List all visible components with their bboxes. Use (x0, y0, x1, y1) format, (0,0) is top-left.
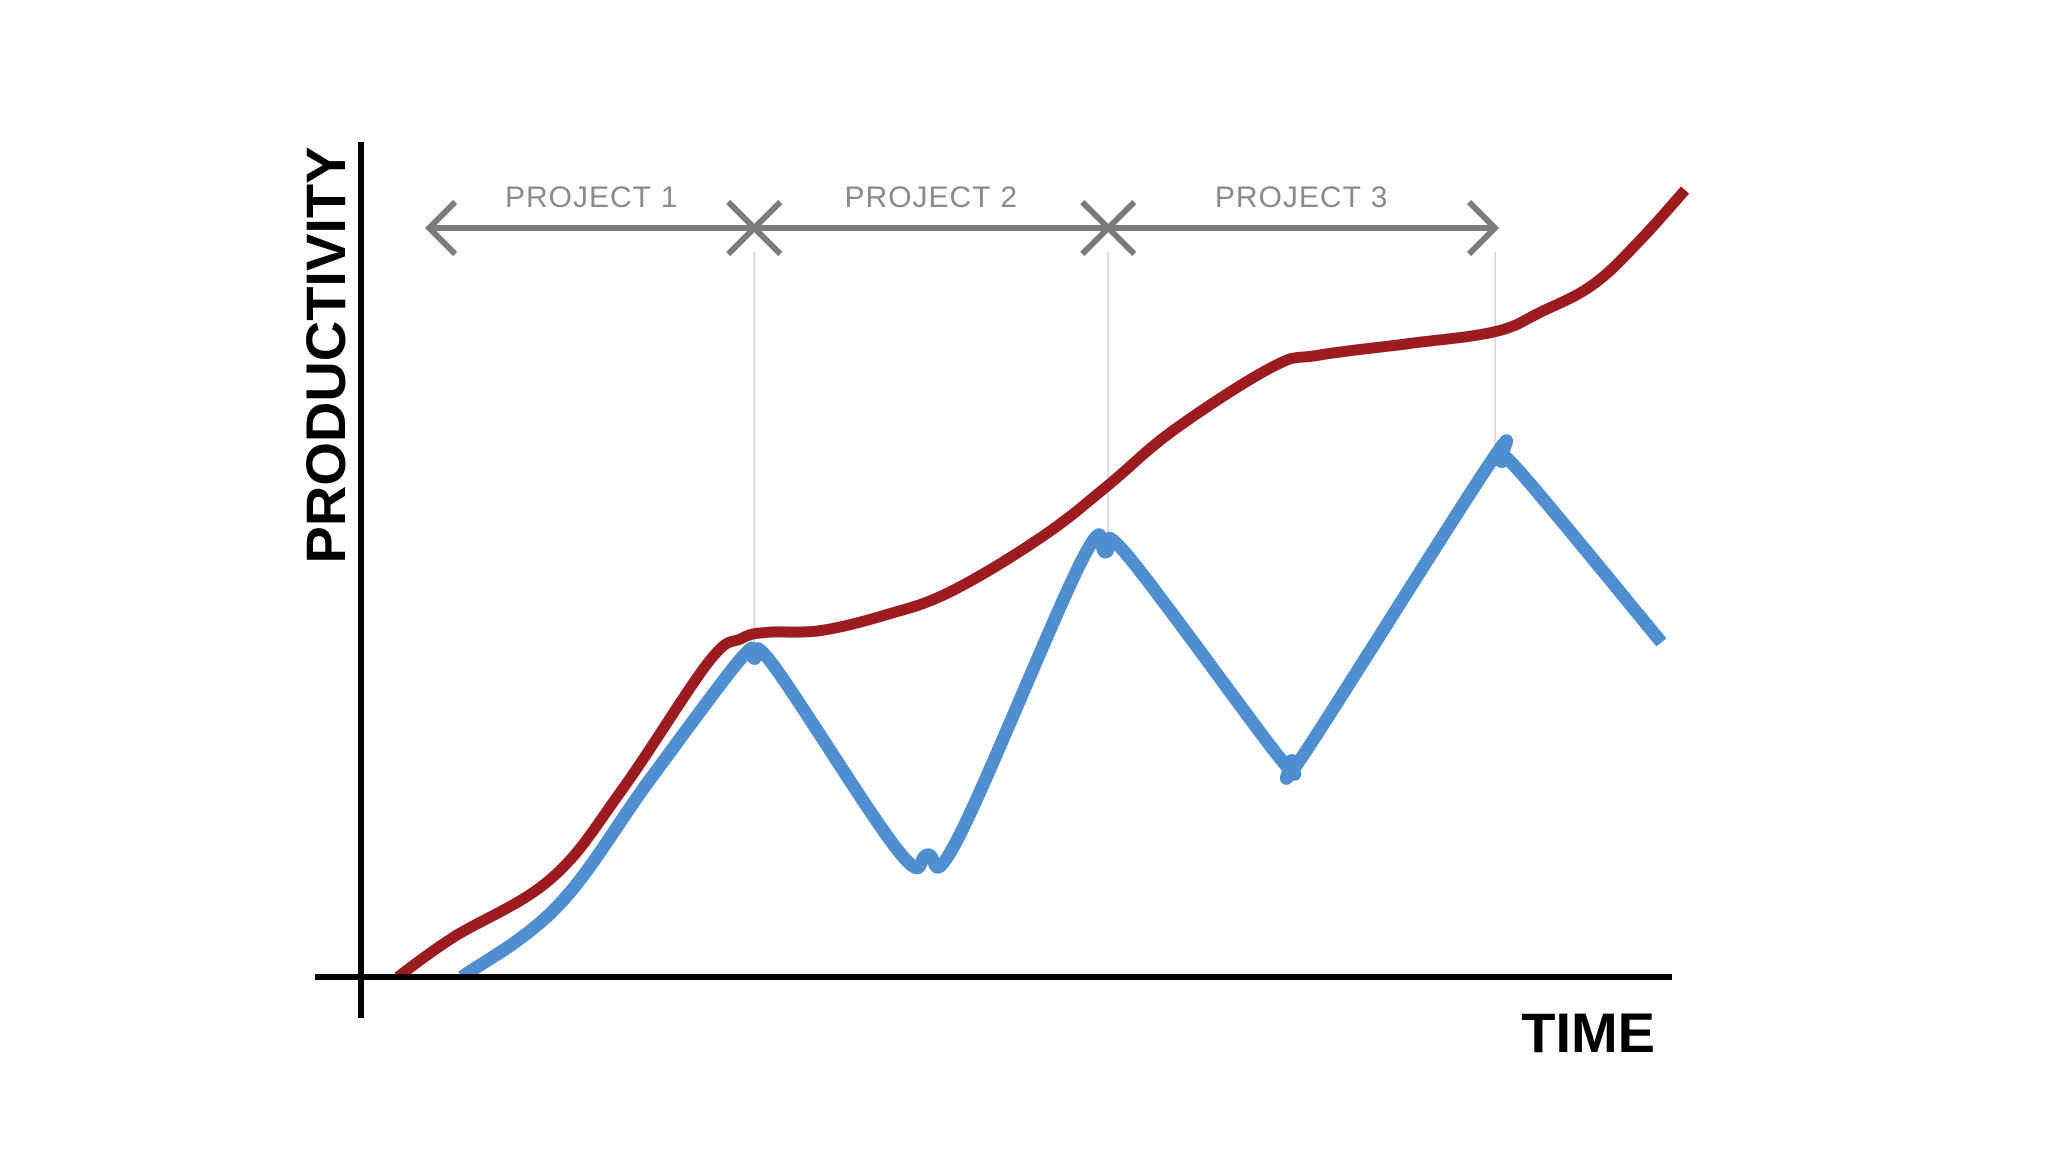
series-line-red (394, 186, 1690, 977)
phase-arrowhead-left (424, 199, 458, 257)
axes-layer: PRODUCTIVITY TIME (294, 142, 1672, 1064)
series-line-blue (458, 434, 1667, 977)
project-phase-3: PROJECT 3 (1104, 181, 1500, 257)
phase-label: PROJECT 2 (845, 181, 1019, 214)
x-axis-label: TIME (1521, 1001, 1655, 1064)
project-phase-1: PROJECT 1 (424, 181, 759, 257)
phase-arrowhead-left (1104, 199, 1137, 257)
y-axis-label: PRODUCTIVITY (294, 147, 357, 564)
phase-label: PROJECT 3 (1215, 181, 1389, 214)
series-layer (394, 186, 1690, 977)
phase-label: PROJECT 1 (505, 181, 679, 214)
project-phase-layer: PROJECT 1 PROJECT 2 PROJECT 3 (424, 181, 1500, 651)
phase-arrowhead-right (1466, 199, 1500, 257)
phase-arrowhead-left (750, 199, 783, 257)
project-phase-2: PROJECT 2 (750, 181, 1113, 257)
